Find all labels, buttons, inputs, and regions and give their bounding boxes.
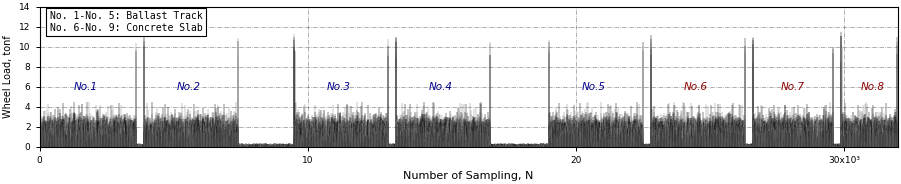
Y-axis label: Wheel Load, tonf: Wheel Load, tonf — [4, 36, 14, 118]
X-axis label: Number of Sampling, N: Number of Sampling, N — [404, 171, 533, 181]
Text: No. 1-No. 5: Ballast Track
No. 6-No. 9: Concrete Slab: No. 1-No. 5: Ballast Track No. 6-No. 9: … — [50, 11, 203, 33]
Text: No.2: No.2 — [177, 82, 201, 92]
Text: No.6: No.6 — [684, 82, 707, 92]
Text: No.3: No.3 — [327, 82, 351, 92]
Text: No.7: No.7 — [781, 82, 805, 92]
Text: No.1: No.1 — [73, 82, 97, 92]
Text: No.5: No.5 — [582, 82, 605, 92]
Text: No.4: No.4 — [429, 82, 453, 92]
Text: No.8: No.8 — [861, 82, 885, 92]
